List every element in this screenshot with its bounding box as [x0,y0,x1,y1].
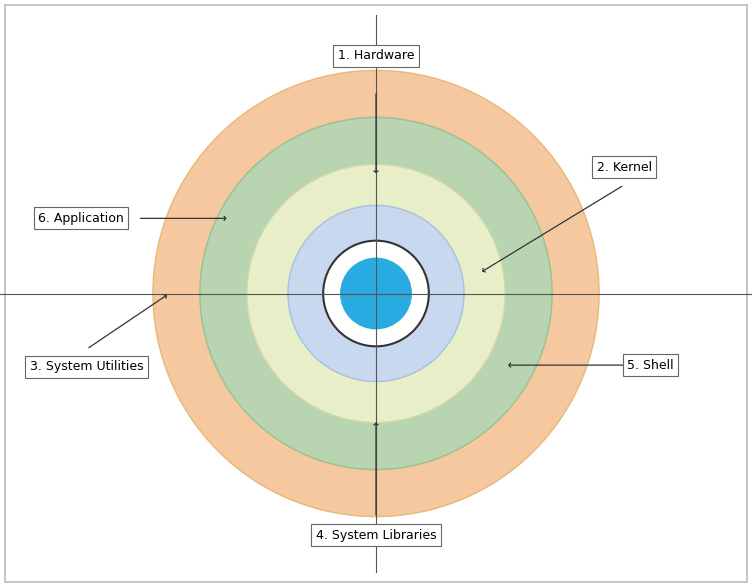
Text: 4. System Libraries: 4. System Libraries [316,529,436,542]
Text: 1. Hardware: 1. Hardware [338,49,414,62]
Text: 5. Shell: 5. Shell [627,359,674,372]
Text: 2. Kernel: 2. Kernel [596,161,652,174]
Circle shape [341,258,411,329]
Circle shape [153,70,599,517]
Circle shape [200,117,552,470]
Circle shape [288,205,464,382]
Circle shape [247,164,505,423]
Circle shape [323,241,429,346]
Text: 6. Application: 6. Application [38,212,124,225]
Text: 3. System Utilities: 3. System Utilities [29,360,144,373]
